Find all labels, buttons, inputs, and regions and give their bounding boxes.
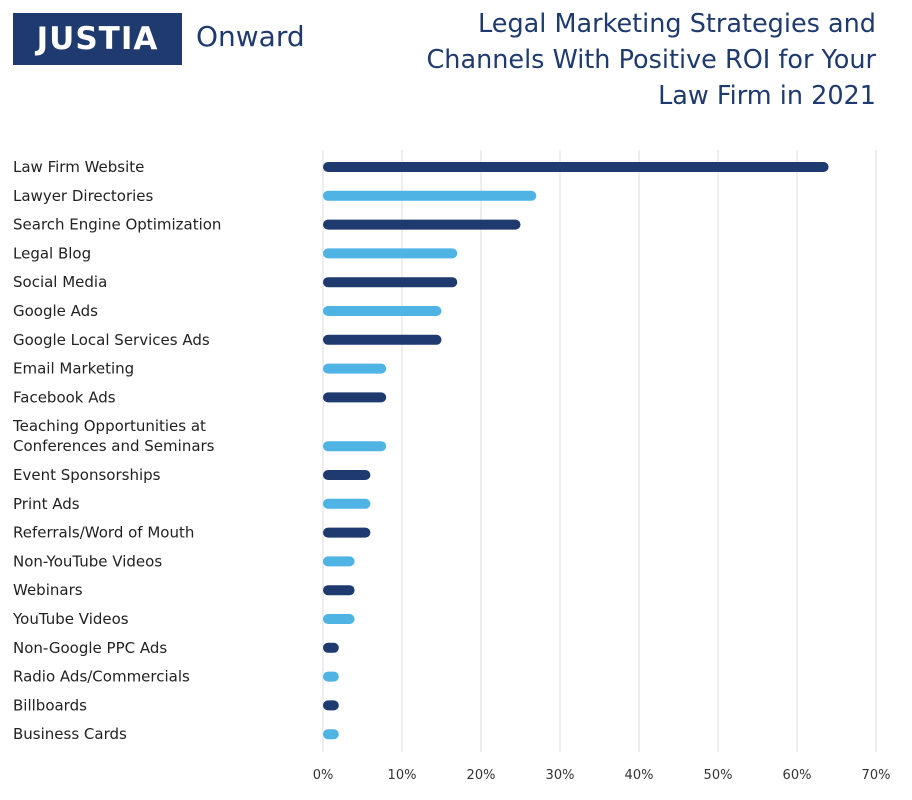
- category-label: Conferences and Seminars: [13, 437, 215, 455]
- category-label: Google Local Services Ads: [13, 331, 210, 349]
- bar: [323, 190, 537, 201]
- x-tick-label: 50%: [704, 768, 733, 783]
- category-label: Lawyer Directories: [13, 187, 154, 205]
- bar: [323, 363, 387, 374]
- bar: [323, 470, 371, 480]
- category-label: Law Firm Website: [13, 158, 144, 176]
- x-tick-label: 10%: [388, 768, 417, 783]
- chart-title-line: Legal Marketing Strategies and: [478, 9, 876, 39]
- bar: [323, 162, 829, 172]
- bar: [323, 392, 387, 403]
- category-label: YouTube Videos: [12, 610, 129, 628]
- bar: [323, 248, 458, 259]
- category-label: Business Cards: [13, 725, 127, 743]
- bar: [323, 642, 339, 653]
- category-label: Search Engine Optimization: [13, 216, 221, 234]
- chart-title: Legal Marketing Strategies and Channels …: [356, 6, 876, 114]
- x-tick-label: 30%: [546, 768, 575, 783]
- x-tick-label: 20%: [467, 768, 496, 783]
- chart-title-line: Law Firm in 2021: [658, 81, 876, 111]
- bar: [323, 671, 339, 682]
- category-label: Social Media: [13, 273, 107, 291]
- category-label: Print Ads: [13, 495, 80, 513]
- bar: [323, 334, 442, 345]
- category-label: Non-YouTube Videos: [13, 552, 162, 570]
- x-tick-label: 0%: [313, 768, 334, 783]
- bar: [323, 585, 355, 596]
- bar: [323, 527, 371, 538]
- brand-logo: JUSTIA: [13, 13, 182, 65]
- category-label: Legal Blog: [13, 244, 91, 262]
- bar: [323, 277, 458, 288]
- category-label: Billboards: [13, 696, 87, 714]
- bar: [323, 498, 371, 509]
- x-tick-label: 60%: [783, 768, 812, 783]
- category-label: Radio Ads/Commercials: [13, 668, 190, 686]
- bar: [323, 700, 339, 711]
- category-label: Email Marketing: [13, 360, 134, 378]
- x-tick-label: 40%: [625, 768, 654, 783]
- brand-wordmark: Onward: [196, 20, 305, 53]
- category-label: Non-Google PPC Ads: [13, 639, 167, 657]
- category-label: Webinars: [13, 581, 83, 599]
- bar: [323, 614, 355, 624]
- category-label: Referrals/Word of Mouth: [13, 524, 194, 542]
- bar: [323, 306, 442, 316]
- category-label: Facebook Ads: [13, 388, 116, 406]
- x-tick-label: 70%: [862, 768, 891, 783]
- bar: [323, 729, 339, 740]
- bar: [323, 556, 355, 567]
- chart-title-line: Channels With Positive ROI for Your: [426, 45, 876, 75]
- category-label: Google Ads: [13, 302, 98, 320]
- category-label: Teaching Opportunities at: [12, 417, 206, 435]
- bar: [323, 219, 521, 230]
- bar: [323, 441, 387, 452]
- category-label: Event Sponsorships: [13, 466, 161, 484]
